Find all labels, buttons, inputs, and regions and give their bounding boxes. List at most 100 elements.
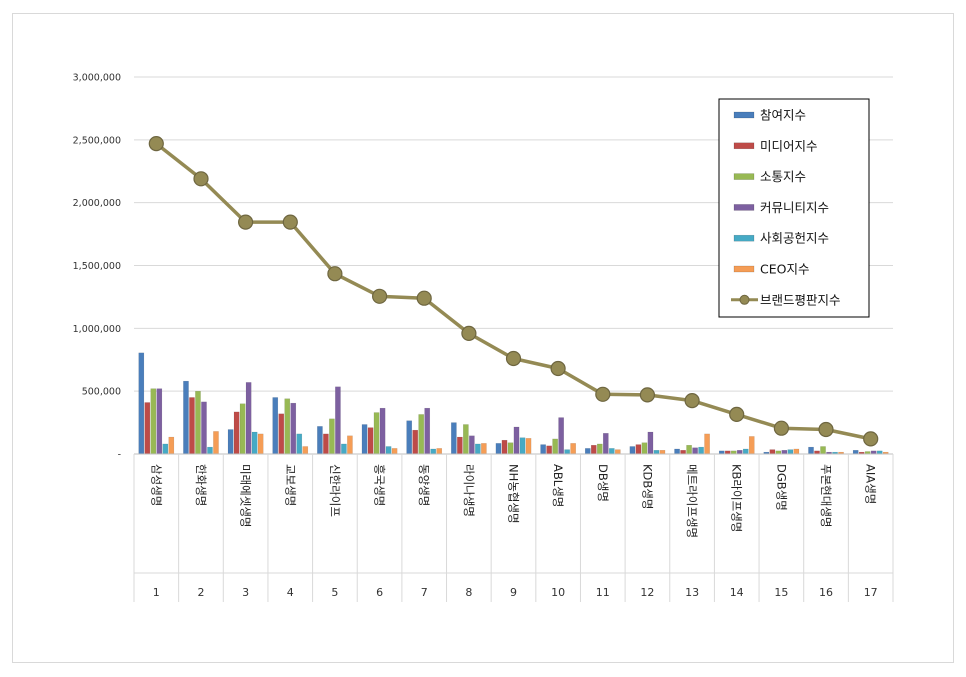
bar [195, 390, 201, 455]
bars [138, 352, 889, 455]
bar [183, 380, 189, 455]
bar [335, 386, 341, 455]
bar [635, 444, 642, 455]
bar [787, 449, 794, 455]
bar [257, 433, 264, 455]
rank-label: 12 [640, 586, 654, 599]
x-axis: 삼성생명 1 한화생명 2 미래에셋생명 3 교보생명 4 신한라이프 5 흥국생명 6 동양생명 7 라이… [133, 453, 894, 602]
bar [513, 426, 520, 455]
legend-label: 브랜드평판지수 [760, 292, 841, 307]
bar [659, 450, 666, 455]
bar [629, 446, 636, 455]
category-label: KB라이프생명 [730, 464, 744, 532]
bar [596, 443, 603, 455]
bar [507, 442, 514, 455]
bar [278, 413, 285, 455]
bar [341, 443, 347, 455]
bar [463, 424, 469, 455]
bar [742, 448, 749, 455]
category-label: 삼성생명 [149, 464, 163, 506]
category-label: 신한라이프 [328, 464, 342, 517]
y-tick-label: 2,000,000 [73, 198, 121, 209]
bar [207, 446, 213, 455]
rank-label: 9 [510, 586, 517, 599]
bar [284, 398, 291, 455]
line-point [729, 406, 745, 422]
legend-swatch-marker [739, 294, 750, 305]
rank-label: 5 [331, 586, 338, 599]
bar [457, 436, 463, 455]
brand-index-line [148, 136, 879, 447]
bar [540, 444, 546, 455]
legend-swatch [733, 111, 755, 119]
bar [704, 433, 710, 455]
bar [213, 431, 219, 455]
bar [302, 446, 309, 455]
category-label: 미래에셋생명 [239, 464, 253, 527]
bar [245, 382, 252, 455]
bar [451, 422, 457, 455]
bar [144, 402, 151, 455]
legend-swatch [733, 265, 755, 273]
bar [781, 450, 788, 455]
bar [323, 433, 329, 455]
bar [692, 447, 698, 455]
legend-label: 소통지수 [760, 169, 806, 184]
category-label: KDB생명 [640, 464, 654, 509]
bar [820, 446, 826, 455]
y-tick-label: 1,500,000 [73, 261, 121, 272]
bar [251, 431, 258, 455]
rank-label: 16 [819, 586, 833, 599]
line-point [327, 266, 343, 282]
bar [608, 448, 615, 455]
y-tick-label: 2,500,000 [73, 135, 121, 146]
y-axis-ticks: - 500,000 1,000,000 1,500,000 2,000,000 2,500… [73, 73, 121, 461]
line-point [505, 350, 522, 367]
bar [769, 449, 776, 455]
rank-label: 11 [596, 586, 610, 599]
bar [150, 388, 157, 455]
bar [412, 429, 419, 455]
legend-label: 미디어지수 [760, 138, 818, 153]
rank-label: 14 [730, 586, 744, 599]
line-point [818, 421, 834, 438]
bar [570, 443, 576, 455]
line-point [372, 288, 388, 304]
line-point [282, 214, 298, 230]
legend-label: 커뮤니티지수 [760, 200, 829, 215]
bar [361, 424, 368, 455]
bar [162, 443, 169, 455]
y-tick-label: 1,000,000 [73, 324, 121, 335]
rank-label: 17 [864, 586, 878, 599]
bar [680, 450, 686, 455]
rank-label: 8 [465, 586, 472, 599]
rank-label: 15 [774, 586, 788, 599]
bar [385, 446, 392, 455]
line-point [148, 136, 164, 152]
category-label: 흥국생명 [373, 464, 387, 506]
bar [168, 436, 175, 455]
rank-label: 6 [376, 586, 383, 599]
bar [748, 436, 755, 455]
grid-lines [134, 76, 893, 392]
bar [546, 445, 552, 455]
bar [436, 448, 443, 455]
bar [519, 437, 526, 455]
category-label: 메트라이프생명 [685, 464, 699, 538]
bar [329, 418, 335, 455]
category-label: NH농협생명 [507, 464, 521, 524]
bar [590, 445, 597, 455]
bar [602, 433, 609, 455]
bar [189, 397, 195, 455]
bar [852, 450, 859, 455]
bar [138, 352, 145, 455]
category-label: ABL생명 [551, 464, 565, 507]
bar [272, 397, 279, 455]
bar [469, 435, 475, 455]
bar [698, 446, 704, 455]
line-point [639, 387, 656, 403]
category-label: 푸본현대생명 [819, 464, 833, 527]
bar [501, 439, 508, 455]
line-point [595, 386, 611, 402]
